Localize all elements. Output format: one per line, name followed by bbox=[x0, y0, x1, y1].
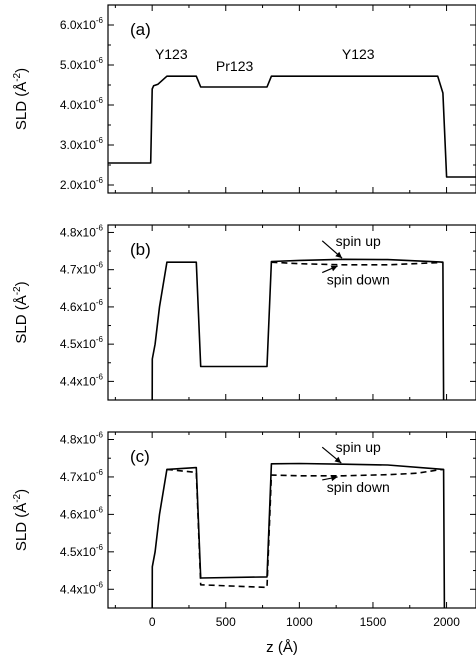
annotation-label: Y123 bbox=[342, 46, 375, 62]
x-axis-title: z (Å) bbox=[266, 639, 298, 656]
plot-frame bbox=[107, 224, 476, 401]
y-tick-label: 4.6x10-6 bbox=[60, 505, 104, 521]
annotation-label: Pr123 bbox=[216, 58, 254, 74]
x-tick-label: 500 bbox=[216, 615, 236, 629]
annotation-arrow-head bbox=[330, 475, 338, 482]
panel-label: (a) bbox=[130, 20, 151, 39]
annotation-label: spin down bbox=[327, 272, 390, 288]
annotation-label: spin up bbox=[336, 233, 381, 249]
y-tick-label: 4.6x10-6 bbox=[60, 298, 104, 314]
y-axis-title: SLD (Å-2) bbox=[12, 281, 30, 343]
annotation-arrow-head bbox=[330, 265, 338, 272]
y-tick-label: 3.0x10-6 bbox=[60, 136, 104, 152]
spin-down-series-line bbox=[271, 261, 443, 266]
y-tick-label: 4.8x10-6 bbox=[60, 223, 104, 239]
annotation-label: spin up bbox=[336, 439, 381, 455]
y-tick-label: 4.0x10-6 bbox=[60, 96, 104, 112]
y-tick-label: 5.0x10-6 bbox=[60, 56, 104, 72]
panel-label: (c) bbox=[130, 447, 150, 466]
panel-b: 4.4x10-6 4.5x10-6 4.6x10-6 4.7x10-6 4.8x10-6… bbox=[12, 223, 476, 401]
y-tick-label: 2.0x10-6 bbox=[60, 176, 104, 192]
spin-up-series-line bbox=[151, 462, 446, 608]
x-tick-label: 1000 bbox=[286, 615, 313, 629]
plot-frame bbox=[107, 431, 476, 609]
annotation-arrow-head bbox=[334, 456, 342, 464]
y-tick-label: 6.0x10-6 bbox=[60, 16, 104, 32]
sld-series-line bbox=[108, 75, 476, 178]
spin-up-series-line bbox=[151, 258, 445, 400]
y-tick-label: 4.4x10-6 bbox=[60, 580, 104, 596]
y-tick-label: 4.5x10-6 bbox=[60, 543, 104, 559]
y-tick-label: 4.4x10-6 bbox=[60, 372, 104, 388]
x-tick-label: 0 bbox=[149, 615, 156, 629]
y-axis-title: SLD (Å-2) bbox=[12, 489, 30, 551]
y-tick-label: 4.7x10-6 bbox=[60, 261, 104, 277]
y-tick-label: 4.5x10-6 bbox=[60, 335, 104, 351]
y-axis-title: SLD (Å-2) bbox=[12, 68, 30, 130]
plot-frame bbox=[107, 4, 476, 194]
y-tick-label: 4.7x10-6 bbox=[60, 468, 104, 484]
panel-c: 4.4x10-6 4.5x10-6 4.6x10-6 4.7x10-6 4.8x10-6… bbox=[12, 430, 476, 656]
y-tick-label: 4.8x10-6 bbox=[60, 430, 104, 446]
x-tick-label: 2000 bbox=[433, 615, 460, 629]
annotation-label: Y123 bbox=[155, 46, 188, 62]
x-tick-label: 1500 bbox=[360, 615, 387, 629]
annotation-arrow-head bbox=[335, 251, 343, 259]
panel-label: (b) bbox=[130, 240, 151, 259]
annotation-label: spin down bbox=[327, 479, 390, 495]
spin-down-series-line bbox=[166, 468, 444, 589]
panel-a: 2.0x10-6 3.0x10-6 4.0x10-6 5.0x10-6 6.0x10-6… bbox=[12, 4, 476, 194]
